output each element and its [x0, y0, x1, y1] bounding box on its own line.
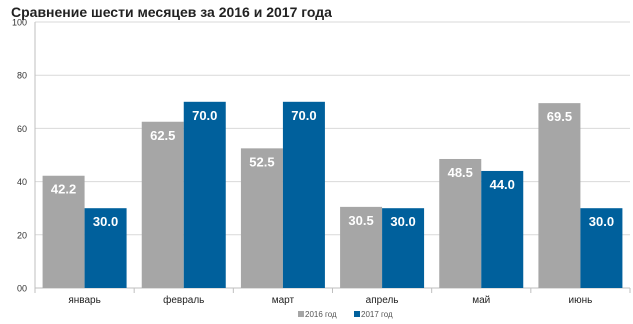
x-tick-label: апрель — [366, 295, 399, 306]
legend-swatch — [354, 311, 360, 317]
bar-value-label: 30.0 — [390, 214, 415, 229]
labels-layer: 42.2 30.0 62.5 70.0 52.5 70.0 30.5 30.0 48.5 44.0… — [51, 108, 614, 229]
y-tick-label: 40 — [17, 177, 27, 187]
legend-swatch — [298, 311, 304, 317]
x-tick-label: март — [272, 295, 295, 306]
y-tick-label: 20 — [17, 230, 27, 240]
bars-layer — [42, 101, 623, 288]
bar-value-label: 69.5 — [547, 109, 572, 124]
bar-value-label: 30.0 — [589, 214, 614, 229]
bar — [282, 101, 325, 288]
bar — [340, 206, 383, 288]
bar — [439, 158, 482, 288]
x-tick-label: июнь — [569, 295, 593, 306]
y-tick-label: 60 — [17, 124, 27, 134]
y-tick-label: 80 — [17, 71, 27, 81]
chart-title: Сравнение шести месяцев за 2016 и 2017 г… — [11, 4, 332, 20]
axis-layer: 00 20 40 60 80 100 январь февраль март апрель май и… — [12, 18, 631, 306]
x-tick-label: февраль — [163, 294, 204, 306]
bar-value-label: 44.0 — [490, 177, 515, 192]
bar — [84, 208, 127, 288]
legend-label: 2017 год — [361, 310, 393, 319]
grid-layer — [35, 21, 630, 236]
bar-value-label: 70.0 — [291, 108, 316, 123]
x-tick-label: январь — [68, 295, 100, 306]
bar — [240, 148, 283, 288]
legend: 2016 год 2017 год — [298, 310, 393, 319]
bar — [382, 208, 425, 288]
bar — [141, 121, 184, 288]
legend-label: 2016 год — [305, 310, 337, 319]
bar-value-label: 30.0 — [93, 214, 118, 229]
bar-value-label: 30.5 — [348, 213, 373, 228]
bar — [183, 101, 226, 288]
bar-value-label: 62.5 — [150, 128, 175, 143]
bar — [42, 175, 85, 288]
x-tick-label: май — [472, 295, 490, 306]
bar — [538, 103, 581, 288]
y-tick-label: 100 — [12, 18, 27, 28]
bar-value-label: 48.5 — [448, 165, 473, 180]
y-tick-label: 00 — [17, 284, 27, 294]
bar — [481, 170, 524, 288]
bar-value-label: 52.5 — [249, 154, 274, 169]
bar-value-label: 42.2 — [51, 182, 76, 197]
bar-value-label: 70.0 — [192, 108, 217, 123]
bar — [580, 208, 623, 288]
